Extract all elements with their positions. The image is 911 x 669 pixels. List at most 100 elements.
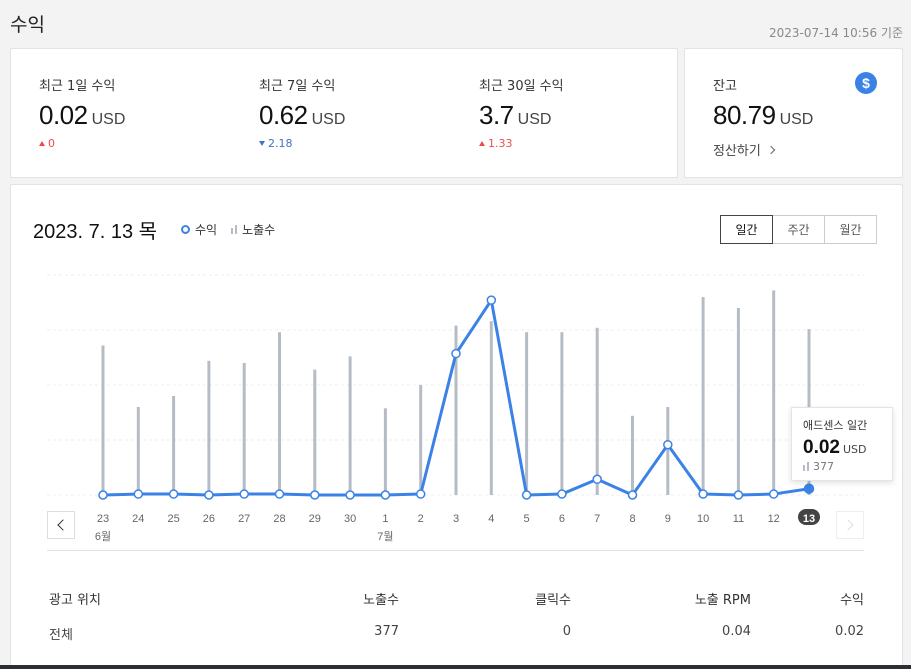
tooltip-value: 0.02	[803, 437, 840, 458]
cell-impressions: 377	[374, 624, 399, 639]
stat-30day: 최근 30일 수익 3.7 USD 1.33	[479, 75, 564, 150]
impressions-bar	[666, 407, 670, 495]
legend-circle-icon	[181, 225, 190, 234]
legend-revenue: 수익	[181, 221, 217, 238]
x-tick-label: 24	[132, 513, 144, 525]
stat-label: 최근 7일 수익	[259, 79, 336, 94]
dollar-icon: $	[855, 72, 877, 94]
revenue-point	[768, 489, 779, 499]
balance-value: 80.79	[713, 100, 776, 130]
revenue-point	[663, 439, 673, 450]
chevron-right-icon	[766, 145, 776, 154]
data-timestamp: 2023-07-14 10:56 기준	[768, 26, 903, 40]
stat-change-value: 1.33	[488, 137, 513, 150]
x-tick-label: 26	[203, 513, 215, 525]
x-tick-label: 27	[238, 513, 250, 525]
tab-daily[interactable]: 일간	[720, 215, 773, 244]
decrease-arrow-icon	[259, 141, 265, 146]
chart-legend: 수익 노출수	[181, 221, 275, 238]
x-tick-label: 5	[524, 513, 530, 525]
revenue-point	[698, 489, 708, 499]
cell-rpm: 0.04	[722, 624, 751, 639]
impressions-bar	[172, 396, 176, 495]
revenue-point	[486, 295, 497, 305]
increase-arrow-icon	[39, 141, 45, 146]
settle-link-label: 정산하기	[713, 144, 761, 159]
chart-date: 2023. 7. 13 목	[33, 221, 158, 243]
revenue-point	[521, 490, 532, 500]
revenue-point	[239, 489, 249, 499]
stat-7day: 최근 7일 수익 0.62 USD 2.18	[259, 75, 345, 150]
x-tick-label: 7	[594, 513, 600, 525]
impressions-bar	[383, 408, 387, 495]
impressions-bar	[631, 415, 634, 495]
revenue-point	[451, 348, 461, 359]
impressions-bar	[525, 332, 529, 495]
x-tick-label: 6	[559, 513, 565, 525]
legend-impressions-label: 노출수	[242, 223, 276, 237]
x-tick-label: 3	[453, 513, 459, 525]
impressions-bar	[701, 297, 705, 495]
x-tick-label: 2	[418, 513, 424, 525]
chart-card: 2023. 7. 13 목 수익 노출수 일간 주간 월간 23 24 25 26 27…	[10, 184, 903, 669]
impressions-bar	[595, 327, 599, 495]
col-header-clicks: 클릭수	[535, 593, 571, 608]
x-tick-label: 29	[309, 513, 321, 525]
stat-value: 0.62	[259, 100, 308, 130]
revenue-point	[592, 474, 602, 485]
page-title: 수익	[10, 14, 45, 36]
next-period-button[interactable]	[836, 511, 864, 539]
stat-change: 2.18	[259, 137, 345, 150]
cell-clicks: 0	[562, 624, 571, 639]
impressions-bar	[560, 332, 564, 495]
revenue-point	[733, 490, 744, 500]
table-row: 전체 377 0 0.04 0.02	[49, 624, 864, 643]
prev-period-button[interactable]	[47, 511, 75, 539]
stat-change-value: 0	[48, 137, 55, 150]
revenue-point	[380, 490, 391, 500]
bars-icon	[803, 462, 809, 471]
settle-link[interactable]: 정산하기	[713, 140, 813, 159]
stat-change: 0	[39, 137, 125, 150]
stat-unit: USD	[311, 111, 346, 128]
balance-card: 잔고 80.79 USD 정산하기 $	[684, 48, 903, 178]
revenue-point	[803, 483, 815, 494]
x-tick-label: 8	[629, 513, 635, 525]
stat-label: 최근 1일 수익	[39, 79, 116, 94]
x-tick-label: 12	[768, 513, 780, 525]
chevron-right-icon	[842, 519, 854, 531]
table-divider	[47, 550, 864, 551]
legend-impressions: 노출수	[231, 221, 275, 238]
tooltip-title: 애드센스 일간	[803, 419, 868, 432]
impressions-bar	[348, 356, 352, 495]
stat-label: 최근 30일 수익	[479, 79, 564, 94]
month-label: 6월	[95, 530, 111, 543]
chart-tooltip: 애드센스 일간 0.02 USD 377	[791, 407, 893, 481]
stat-unit: USD	[91, 111, 126, 128]
tooltip-impressions: 377	[813, 460, 834, 473]
revenue-point	[415, 489, 426, 499]
stat-value: 0.02	[39, 100, 88, 130]
col-header-rpm: 노출 RPM	[694, 593, 751, 608]
impressions-bar	[278, 332, 281, 495]
month-label: 7월	[377, 530, 393, 543]
increase-arrow-icon	[479, 141, 485, 146]
revenue-point	[274, 489, 285, 499]
col-header-impressions: 노출수	[363, 593, 399, 608]
impressions-bar	[772, 290, 776, 495]
selected-day-pill	[798, 509, 820, 525]
chevron-left-icon	[57, 519, 69, 531]
x-tick-label: 23	[97, 513, 109, 525]
col-header-revenue: 수익	[840, 593, 864, 608]
x-tick-label: 1	[382, 513, 388, 525]
revenue-point	[627, 490, 638, 500]
legend-revenue-label: 수익	[195, 223, 218, 237]
tooltip-unit: USD	[842, 443, 867, 456]
impressions-bar	[419, 385, 423, 495]
stat-change: 1.33	[479, 137, 564, 150]
tab-monthly[interactable]: 월간	[824, 215, 877, 244]
revenue-point	[133, 489, 144, 499]
impressions-bar	[101, 345, 105, 495]
revenue-point	[345, 490, 355, 500]
